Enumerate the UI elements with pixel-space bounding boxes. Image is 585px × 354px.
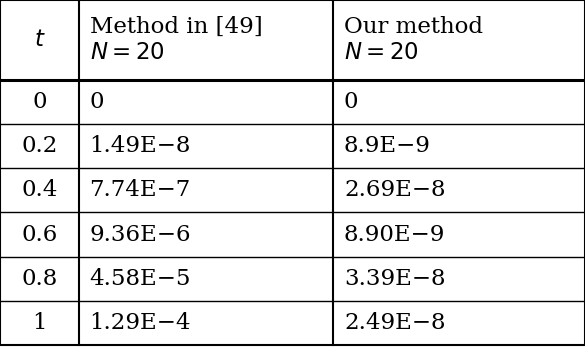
Text: 8.90E−9: 8.90E−9: [344, 223, 445, 246]
Text: 1.29E−4: 1.29E−4: [90, 312, 191, 334]
Text: 4.58E−5: 4.58E−5: [90, 268, 191, 290]
Text: 0.2: 0.2: [21, 135, 58, 157]
Text: 8.9E−9: 8.9E−9: [344, 135, 431, 157]
Text: 2.69E−8: 2.69E−8: [344, 179, 446, 201]
Text: $t$: $t$: [34, 29, 45, 51]
Text: 0: 0: [32, 91, 47, 113]
Text: 7.74E−7: 7.74E−7: [90, 179, 191, 201]
Text: 3.39E−8: 3.39E−8: [344, 268, 446, 290]
Text: Method in [49]
$N = 20$: Method in [49] $N = 20$: [90, 16, 262, 63]
Text: 0: 0: [344, 91, 359, 113]
Text: 9.36E−6: 9.36E−6: [90, 223, 191, 246]
Text: 1.49E−8: 1.49E−8: [90, 135, 191, 157]
Text: 1: 1: [32, 312, 47, 334]
Text: 0.8: 0.8: [22, 268, 57, 290]
Text: 0.4: 0.4: [21, 179, 58, 201]
Text: Our method
$N = 20$: Our method $N = 20$: [344, 16, 483, 63]
Text: 0.6: 0.6: [21, 223, 58, 246]
Text: 0: 0: [90, 91, 104, 113]
Text: 2.49E−8: 2.49E−8: [344, 312, 446, 334]
